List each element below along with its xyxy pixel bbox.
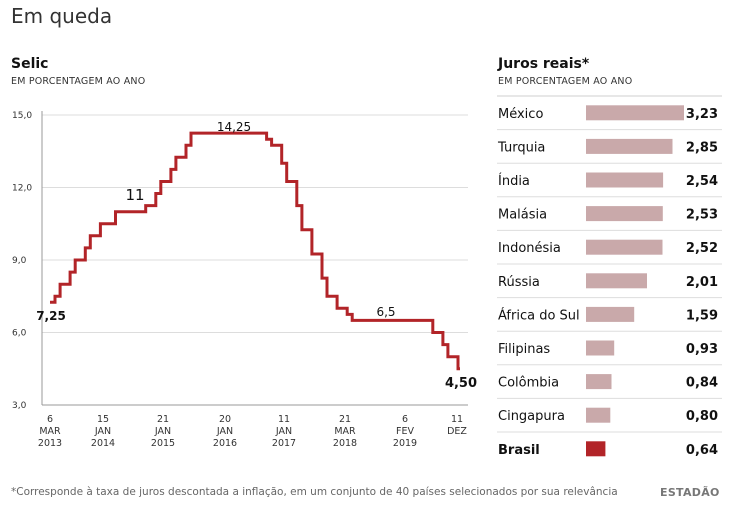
x-tick-label: 6 — [47, 414, 53, 425]
y-tick-label: 15,0 — [12, 111, 32, 121]
selic-chart-subtitle: EM PORCENTAGEM AO ANO — [11, 76, 146, 87]
x-tick-label: 2014 — [91, 438, 115, 449]
bar — [586, 206, 663, 222]
real-rates-chart-subtitle: EM PORCENTAGEM AO ANO — [498, 76, 633, 87]
selic-annotation: 7,25 — [36, 309, 66, 323]
bar-category-label: Brasil — [498, 443, 540, 458]
x-tick-label: 2017 — [272, 438, 296, 449]
x-tick-label: 2019 — [393, 438, 417, 449]
bar — [586, 273, 647, 289]
bar-category-label: Rússia — [498, 275, 540, 290]
bar — [586, 306, 635, 322]
bar-value-label: 2,01 — [686, 275, 718, 290]
x-tick-label: 21 — [339, 414, 351, 425]
x-tick-label: DEZ — [447, 426, 467, 437]
bar-value-label: 2,85 — [686, 140, 718, 155]
y-tick-label: 12,0 — [12, 184, 32, 194]
real-rates-chart-title: Juros reais* — [498, 56, 590, 72]
bar — [586, 138, 673, 154]
bar-category-label: Cingapura — [498, 409, 565, 424]
x-tick-label: JAN — [94, 426, 111, 437]
selic-annotation: 14,25 — [217, 120, 251, 134]
x-tick-label: 11 — [451, 414, 463, 425]
page-title: Em queda — [11, 4, 113, 28]
bar-brasil — [586, 441, 606, 457]
bar-value-label: 1,59 — [686, 308, 718, 323]
bar-value-label: 2,53 — [686, 208, 718, 223]
bar-category-label: África do Sul — [498, 307, 580, 323]
bar — [586, 105, 684, 121]
bar — [586, 239, 663, 255]
selic-annotation: 6,5 — [376, 305, 395, 319]
bar-category-label: Indonésia — [498, 241, 561, 256]
bar — [586, 407, 611, 423]
x-tick-label: JAN — [216, 426, 233, 437]
x-tick-label: 2016 — [213, 438, 237, 449]
bar-value-label: 2,54 — [686, 174, 718, 189]
selic-chart-title: Selic — [11, 56, 49, 72]
bar-value-label: 2,52 — [686, 241, 718, 256]
bar-category-label: Malásia — [498, 208, 547, 223]
estadao-logo: ESTADÃO — [660, 486, 720, 499]
bar-category-label: Índia — [498, 173, 530, 189]
selic-annotation: 11 — [125, 186, 144, 204]
x-tick-label: MAR — [334, 426, 356, 437]
bar-category-label: Filipinas — [498, 342, 550, 357]
bar-value-label: 0,93 — [686, 342, 718, 357]
y-tick-label: 3,0 — [12, 401, 27, 411]
selic-annotation: 4,50 — [445, 376, 477, 391]
x-tick-label: MAR — [39, 426, 61, 437]
x-tick-label: 20 — [219, 414, 231, 425]
x-tick-label: 2015 — [151, 438, 175, 449]
bar-category-label: Turquia — [497, 140, 545, 155]
bar-value-label: 3,23 — [686, 107, 718, 122]
x-tick-label: 21 — [157, 414, 169, 425]
x-tick-label: 11 — [278, 414, 290, 425]
bar-category-label: México — [498, 107, 543, 122]
bar-value-label: 0,80 — [686, 409, 718, 424]
x-tick-label: JAN — [275, 426, 292, 437]
bar — [586, 172, 664, 188]
bar-value-label: 0,64 — [686, 443, 718, 458]
x-tick-label: 2018 — [333, 438, 357, 449]
y-tick-label: 6,0 — [12, 329, 27, 339]
y-tick-label: 9,0 — [12, 256, 27, 266]
x-tick-label: 2013 — [38, 438, 62, 449]
bar — [586, 340, 615, 356]
selic-series-line — [50, 131, 460, 371]
bar — [586, 374, 612, 390]
x-tick-label: JAN — [154, 426, 171, 437]
footnote: *Corresponde à taxa de juros descontada … — [11, 486, 618, 498]
bar-value-label: 0,84 — [686, 376, 718, 391]
x-tick-label: FEV — [396, 426, 414, 437]
x-tick-label: 15 — [97, 414, 109, 425]
bar-category-label: Colômbia — [498, 376, 559, 391]
x-tick-label: 6 — [402, 414, 408, 425]
